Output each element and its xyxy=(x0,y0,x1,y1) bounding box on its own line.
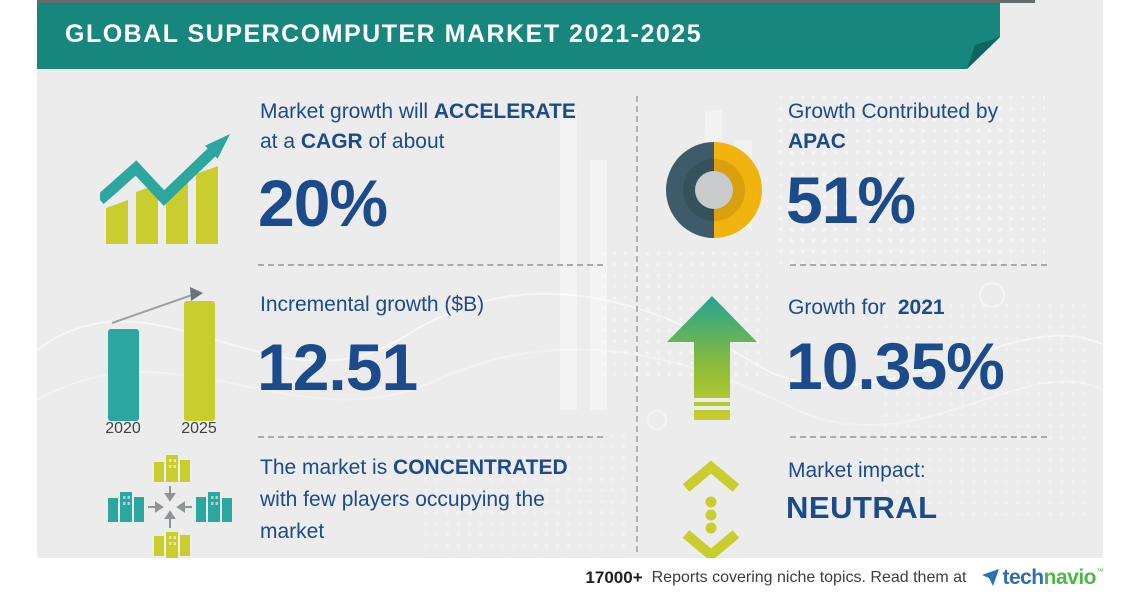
cagr-text3: of about xyxy=(362,130,445,153)
brand-navio: navio xyxy=(1043,565,1097,589)
footer-message: Reports covering niche topics. Read them… xyxy=(651,568,967,586)
up-arrow-icon xyxy=(667,296,757,420)
growth-2021-value: 10.35% xyxy=(786,329,1005,403)
apac-statement: Growth Contributed by APAC xyxy=(788,97,1068,157)
concentration-statement: The market is CONCENTRATED with few play… xyxy=(260,452,620,548)
buildings-converge-icon xyxy=(108,455,232,558)
market-impact-label: Market impact: xyxy=(788,459,926,482)
header-ribbon xyxy=(37,3,1000,69)
donut-chart-icon xyxy=(666,142,762,238)
neutral-indicator-icon xyxy=(682,460,740,562)
apac-label: APAC xyxy=(788,130,846,153)
cagr-text2: at a xyxy=(260,130,301,153)
growth-2021-text: Growth for xyxy=(788,296,892,319)
growth-2021-year: 2021 xyxy=(897,296,945,319)
incremental-growth-value: 12.51 xyxy=(257,330,418,404)
brand-trademark: ™ xyxy=(1096,566,1104,576)
canvas-background xyxy=(37,0,1103,558)
column-divider xyxy=(636,96,638,552)
concentration-text: The market is xyxy=(260,456,394,479)
bar-comparison-icon: 2020 2025 xyxy=(105,287,217,435)
cagr-value: 20% xyxy=(258,166,388,240)
bar-label-2025: 2025 xyxy=(181,420,217,435)
concentrated-label: CONCENTRATED xyxy=(393,456,568,479)
brand-tech: tech xyxy=(1002,565,1044,589)
section-divider xyxy=(258,436,603,438)
arrowhead xyxy=(190,287,203,301)
concentration-text2: with few players occupying the xyxy=(260,488,545,511)
trend-up-bars-icon xyxy=(100,134,230,244)
section-divider xyxy=(790,436,1047,438)
reports-count: 17000+ xyxy=(585,567,643,587)
incremental-growth-label: Incremental growth ($B) xyxy=(260,293,485,316)
cagr-label: CAGR xyxy=(300,130,363,153)
growth-2021-label: Growth for 2021 xyxy=(788,293,945,323)
apac-value: 51% xyxy=(786,163,916,237)
section-divider xyxy=(258,264,603,266)
page-title: GLOBAL SUPERCOMPUTER MARKET 2021-2025 xyxy=(65,20,703,48)
cagr-text: Market growth will xyxy=(260,100,434,123)
header-top-edge xyxy=(37,0,1035,3)
footer-bar: 17000+ Reports covering niche topics. Re… xyxy=(0,558,1140,597)
apac-text: Growth Contributed by xyxy=(788,100,999,123)
cagr-accelerate-label: ACCELERATE xyxy=(433,100,576,123)
technavio-glyph-icon xyxy=(982,568,1000,586)
market-impact-value: NEUTRAL xyxy=(786,490,938,525)
cagr-statement: Market growth will ACCELERATE at a CAGR … xyxy=(260,97,610,157)
section-divider xyxy=(790,264,1047,266)
bar-label-2020: 2020 xyxy=(105,420,141,435)
concentration-text3: market xyxy=(260,520,325,543)
technavio-logo[interactable]: tech navio ™ xyxy=(982,566,1104,590)
